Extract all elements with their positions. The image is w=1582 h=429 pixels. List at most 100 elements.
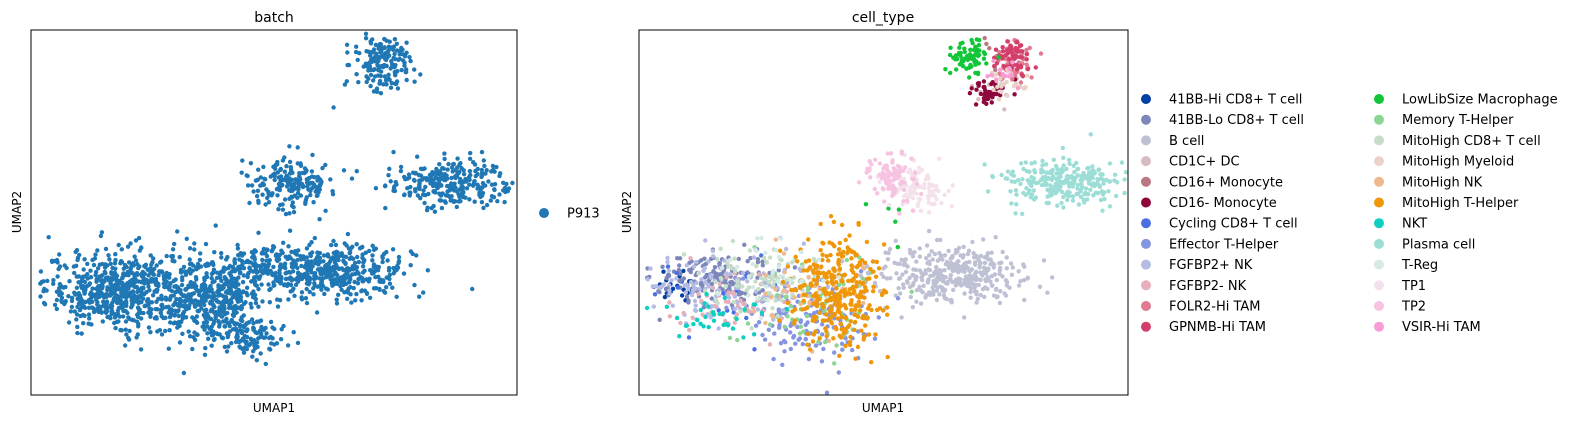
data-point [1002, 107, 1007, 112]
data-point [764, 284, 769, 289]
data-point [279, 248, 284, 253]
legend-label: Effector T-Helper [1169, 237, 1279, 252]
data-point [108, 261, 113, 266]
data-point [793, 254, 798, 260]
data-point [414, 253, 419, 258]
data-point [156, 272, 161, 278]
data-point [328, 277, 333, 282]
data-point [408, 58, 413, 64]
data-point [193, 275, 199, 280]
data-point [209, 294, 214, 300]
data-point [374, 58, 379, 64]
data-point [231, 294, 236, 299]
data-point [1088, 187, 1093, 192]
data-point [315, 254, 321, 259]
data-point [982, 51, 988, 57]
data-point [1000, 249, 1005, 255]
data-point [711, 254, 716, 259]
data-point [304, 286, 309, 292]
data-point [1107, 161, 1113, 166]
data-point [688, 256, 693, 261]
data-point [1072, 176, 1078, 181]
data-point [194, 314, 200, 319]
data-point [665, 259, 670, 265]
data-point [283, 271, 288, 276]
data-point [701, 268, 706, 274]
data-point [960, 56, 966, 61]
data-point [992, 272, 998, 277]
data-point [1051, 157, 1057, 162]
data-point [254, 274, 259, 279]
data-point [219, 251, 224, 256]
data-point [384, 285, 389, 290]
data-point [113, 292, 119, 298]
data-point [212, 250, 217, 255]
data-point [252, 248, 257, 253]
data-point [989, 100, 994, 105]
data-point [464, 179, 469, 184]
data-point [72, 270, 77, 276]
data-point [256, 167, 261, 172]
data-point [388, 85, 394, 90]
data-point [895, 244, 900, 250]
data-point [298, 163, 304, 168]
data-point [893, 238, 898, 243]
data-point [755, 296, 760, 301]
data-point [293, 277, 298, 282]
data-point [174, 285, 179, 290]
data-point [754, 264, 759, 269]
data-point [42, 302, 48, 307]
data-point [382, 36, 387, 42]
data-point [800, 307, 805, 312]
data-point [125, 310, 130, 316]
data-point [732, 256, 737, 261]
data-point [177, 254, 182, 260]
data-point [349, 176, 355, 181]
data-point [368, 268, 373, 273]
data-point [760, 288, 765, 293]
data-point [412, 79, 417, 84]
data-point [295, 257, 300, 263]
data-point [354, 291, 359, 297]
data-point [52, 302, 58, 308]
data-point [831, 294, 837, 300]
data-point [302, 256, 307, 261]
data-point [1024, 57, 1029, 62]
data-point [847, 342, 853, 348]
data-point [281, 240, 286, 245]
data-point [109, 275, 115, 281]
data-point [253, 282, 258, 287]
data-point [387, 77, 392, 83]
data-point [305, 272, 310, 277]
data-point [54, 306, 59, 312]
data-point [956, 259, 961, 264]
data-point [113, 266, 118, 271]
data-point [766, 279, 772, 285]
data-point [211, 262, 216, 268]
data-point [422, 200, 427, 206]
data-point [417, 181, 422, 186]
data-point [145, 297, 151, 302]
data-point [223, 294, 229, 300]
data-point [728, 271, 733, 277]
data-point [421, 290, 426, 295]
data-point [870, 259, 876, 264]
data-point [180, 303, 185, 308]
data-point [1065, 173, 1071, 179]
data-point [822, 339, 828, 345]
data-point [1009, 272, 1015, 277]
data-point [51, 281, 56, 286]
data-point [666, 268, 671, 273]
data-point [271, 264, 276, 270]
data-point [396, 254, 402, 260]
data-point [205, 324, 210, 329]
data-point [214, 299, 220, 304]
legend-label: P913 [567, 207, 600, 222]
data-point [74, 285, 80, 290]
data-point [844, 257, 849, 263]
data-point [245, 173, 250, 179]
data-point [169, 308, 175, 314]
data-point [738, 309, 743, 314]
data-point [921, 283, 926, 288]
data-point [821, 278, 826, 283]
